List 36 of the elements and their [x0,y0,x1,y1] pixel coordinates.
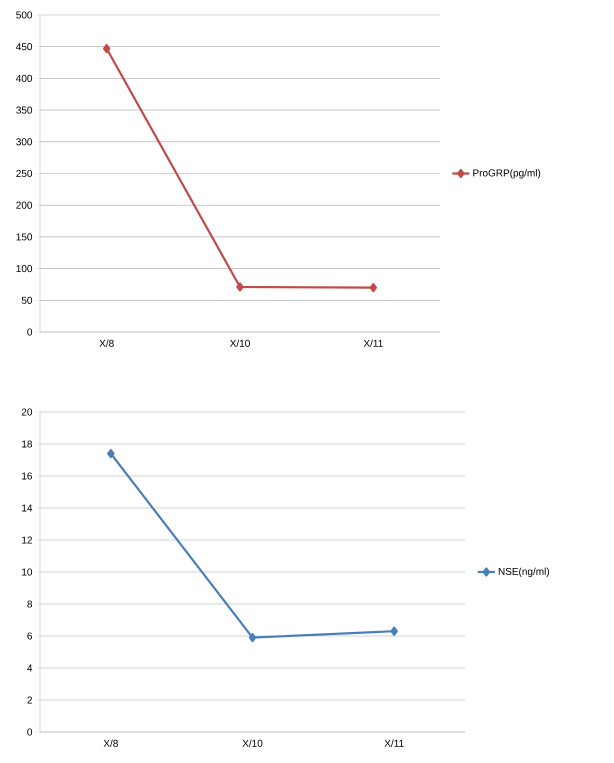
y-tick-label: 14 [22,504,32,512]
y-tick-label: 150 [16,233,32,240]
x-tick-label: X/10 [230,340,250,347]
point [370,283,378,292]
y-tick-label: 0 [27,328,32,336]
y-tick-label: 12 [22,536,32,544]
y-tick-label: 20 [22,408,32,416]
y-tick-label: 350 [16,106,32,114]
x-tick-label: X/8 [104,740,118,747]
point [102,44,110,54]
y-tick-label: 400 [16,74,32,82]
y-tick-label: 200 [16,202,32,209]
y-tick-label: 300 [16,138,32,146]
x-tick-label: X/11 [364,340,383,347]
y-tick-label: 16 [22,472,32,480]
legend-label: ProGRP(pg/ml) [473,169,540,178]
point [248,633,256,642]
x-tick-label: X/8 [99,340,114,347]
x-tick-label: X/11 [384,740,404,747]
y-tick-label: 50 [22,296,32,304]
point [236,282,244,292]
y-tick-label: 6 [27,632,32,640]
y-tick-label: 250 [16,170,32,178]
y-tick-label: 450 [16,43,32,50]
y-tick-label: 500 [16,11,32,19]
y-tick-label: 18 [22,440,32,448]
y-tick-label: 8 [27,600,32,608]
y-tick-label: 0 [27,728,32,736]
x-tick-label: X/10 [242,740,262,747]
point [390,626,398,636]
y-tick-label: 2 [27,696,32,704]
y-tick-label: 4 [27,664,32,672]
y-tick-label: 10 [22,568,32,576]
y-tick-label: 100 [16,265,32,272]
legend-label: NSE(ng/ml) [498,568,550,577]
point [107,449,115,458]
